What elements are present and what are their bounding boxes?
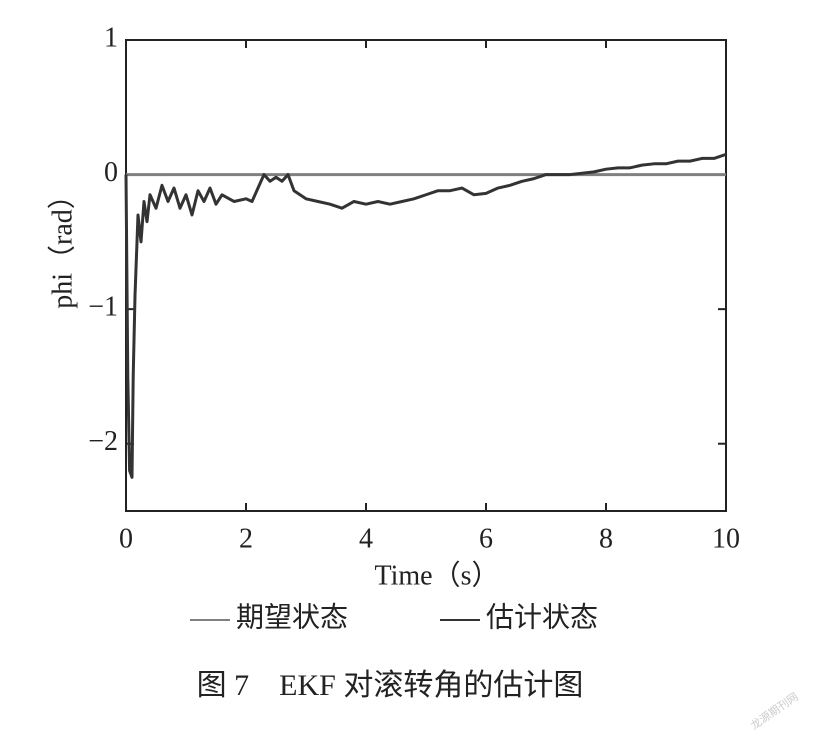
y-tick-label: −1 (88, 292, 118, 323)
legend-label: 期望状态 (236, 601, 348, 633)
x-tick-label: 0 (119, 523, 133, 554)
y-tick-label: 1 (104, 22, 118, 53)
y-axis-label: phi（rad） (46, 181, 78, 309)
legend-label: 估计状态 (486, 601, 598, 633)
x-tick-label: 4 (359, 523, 373, 554)
series-line (124, 152, 727, 479)
y-tick-label: −2 (88, 426, 118, 457)
x-tick-label: 10 (712, 523, 740, 554)
x-tick-label: 6 (479, 523, 493, 554)
x-tick-label: 2 (239, 523, 253, 554)
watermark: 龙源期刊网 (748, 689, 801, 732)
caption: 图 7 EKF 对滚转角的估计图 (197, 669, 584, 702)
plot-frame (125, 39, 727, 512)
x-axis-label: Time（s） (374, 559, 499, 591)
y-tick-label: 0 (104, 157, 118, 188)
x-tick-label: 8 (599, 523, 613, 554)
